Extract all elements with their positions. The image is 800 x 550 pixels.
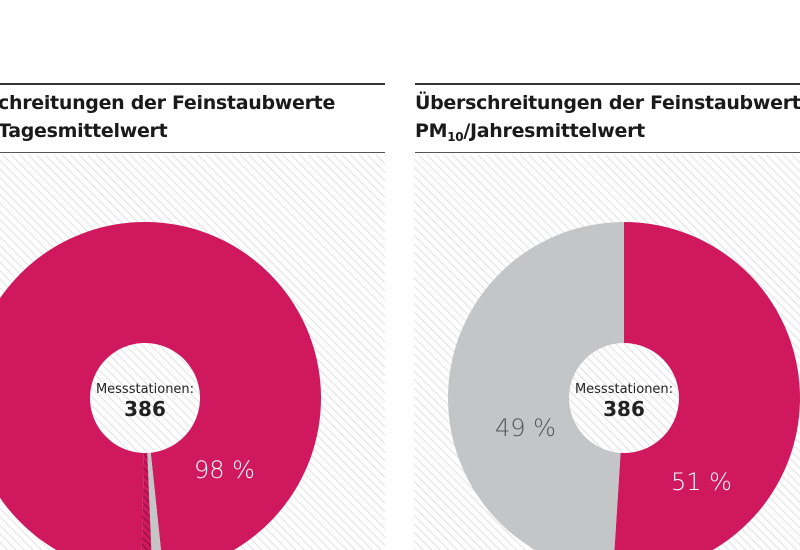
right-chart-title: Überschreitungen der Feinstaubwerte PM10… <box>415 89 800 151</box>
pie-slice-98 <box>0 222 321 550</box>
slice-label-51: 51 % <box>671 468 732 496</box>
right-bottom-rule <box>415 152 800 153</box>
title-pm: PM <box>415 120 448 142</box>
left-top-rule <box>0 83 385 85</box>
left-title-line2: Tagesmittelwert <box>0 120 168 142</box>
title-rest: /Jahresmittelwert <box>463 120 645 142</box>
center-caption: Messstationen: <box>95 382 195 397</box>
pie-slice-1 <box>147 452 161 550</box>
pie-slice-1 <box>141 452 152 550</box>
slice-label-98: 98 % <box>194 456 255 484</box>
left-chart-title: chreitungen der Feinstaubwerte Tagesmitt… <box>0 89 335 145</box>
right-top-rule <box>415 83 800 85</box>
left-title-line1: chreitungen der Feinstaubwerte <box>0 92 336 114</box>
center-value: 386 <box>603 397 645 421</box>
right-title-line2: PM10/Jahresmittelwert <box>415 117 800 151</box>
center-caption: Messstationen: <box>574 382 674 397</box>
center-value: 386 <box>124 397 166 421</box>
pie-slice-51 <box>614 222 800 550</box>
left-bottom-rule <box>0 152 385 153</box>
pie-slice-49 <box>448 222 624 550</box>
left-center-label: Messstationen: 386 <box>90 382 200 421</box>
slice-label-49: 49 % <box>495 414 556 442</box>
title-subscript: 10 <box>447 130 464 144</box>
right-title-line1: Überschreitungen der Feinstaubwerte <box>415 92 800 114</box>
right-center-label: Messstationen: 386 <box>569 382 679 421</box>
